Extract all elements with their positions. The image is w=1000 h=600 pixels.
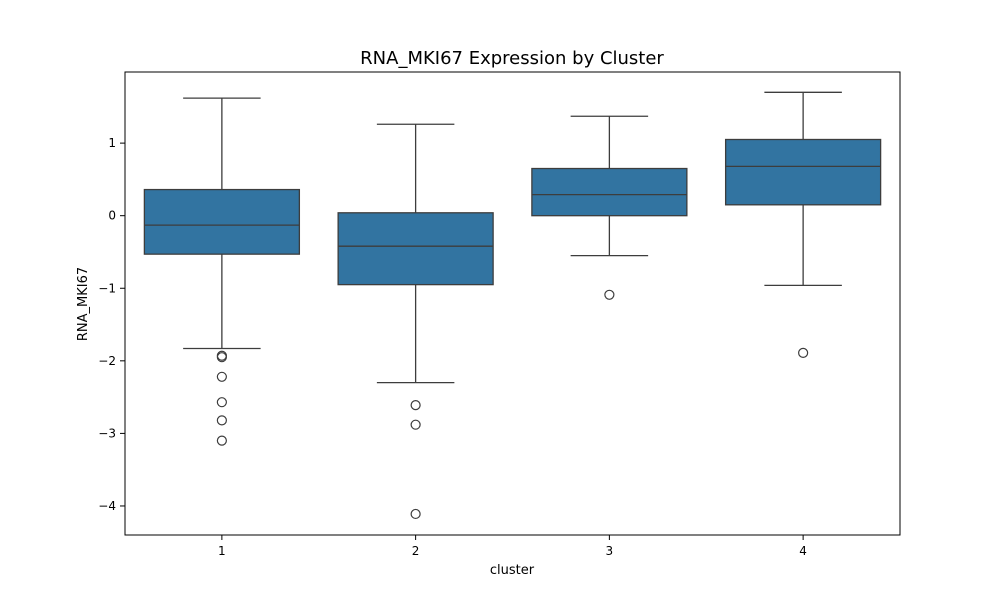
box-cluster-1 (143, 97, 301, 446)
outlier-point (410, 508, 421, 520)
y-axis-label: RNA_MKI67 (76, 267, 91, 341)
y-tick-label: −1 (98, 281, 116, 295)
box-cluster-3 (531, 115, 688, 300)
iqr-box (337, 212, 494, 286)
x-tick-label: 2 (412, 544, 420, 558)
y-tick-label: 0 (108, 209, 116, 223)
x-tick-label: 1 (218, 544, 226, 558)
iqr-box (724, 138, 882, 206)
y-tick-label: −4 (98, 499, 116, 513)
box-cluster-4 (724, 91, 882, 358)
y-tick-label: 1 (108, 136, 116, 150)
x-tick-label: 4 (799, 544, 807, 558)
outlier-point (798, 347, 809, 358)
x-axis-label: cluster (490, 563, 535, 578)
chart-title: RNA_MKI67 Expression by Cluster (360, 48, 664, 69)
outlier-point (604, 289, 615, 300)
outlier-point (216, 415, 227, 426)
outlier-point (410, 399, 421, 411)
outlier-point (216, 352, 227, 363)
boxes-layer (143, 91, 882, 520)
plot-frame (124, 71, 901, 536)
iqr-box (143, 188, 301, 255)
y-tick-label: −2 (98, 354, 116, 368)
iqr-box (531, 167, 688, 217)
outlier-point (216, 371, 227, 382)
outlier-point (216, 435, 227, 446)
outlier-point (410, 419, 421, 430)
x-axis: 1 2 3 4 (218, 535, 807, 558)
box-cluster-2 (337, 123, 494, 520)
y-axis: −4 −3 −2 −1 0 1 (98, 136, 125, 513)
outlier-point (216, 397, 227, 408)
y-tick-label: −3 (98, 426, 116, 440)
x-tick-label: 3 (606, 544, 614, 558)
